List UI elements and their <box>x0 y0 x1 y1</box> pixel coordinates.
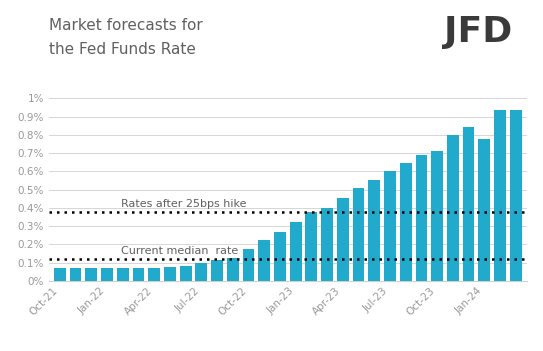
Bar <box>415 155 427 281</box>
Bar <box>337 198 349 281</box>
Text: JFD: JFD <box>444 15 512 48</box>
Bar <box>447 135 459 281</box>
Bar <box>478 139 490 281</box>
Bar <box>258 240 270 281</box>
Bar <box>400 163 412 281</box>
Text: the Fed Funds Rate: the Fed Funds Rate <box>49 42 195 57</box>
Bar <box>306 212 317 281</box>
Bar <box>384 171 396 281</box>
Bar <box>243 249 254 281</box>
Bar <box>368 179 380 281</box>
Bar <box>101 268 113 281</box>
Text: Rates after 25bps hike: Rates after 25bps hike <box>121 199 246 209</box>
Bar <box>211 260 223 281</box>
Bar <box>463 127 475 281</box>
Bar <box>180 266 192 281</box>
Bar <box>321 208 333 281</box>
Bar <box>164 267 176 281</box>
Bar <box>510 110 522 281</box>
Bar <box>431 151 443 281</box>
Bar <box>54 268 66 281</box>
Bar <box>227 258 239 281</box>
Bar <box>274 232 286 281</box>
Bar <box>352 188 364 281</box>
Bar <box>494 110 506 281</box>
Bar <box>195 263 207 281</box>
Bar <box>148 268 160 281</box>
Bar <box>117 268 129 281</box>
Bar <box>85 268 97 281</box>
Bar <box>290 223 301 281</box>
Bar <box>132 268 144 281</box>
Text: Current median  rate: Current median rate <box>121 246 238 256</box>
Text: Market forecasts for: Market forecasts for <box>49 18 203 33</box>
Bar <box>70 268 81 281</box>
